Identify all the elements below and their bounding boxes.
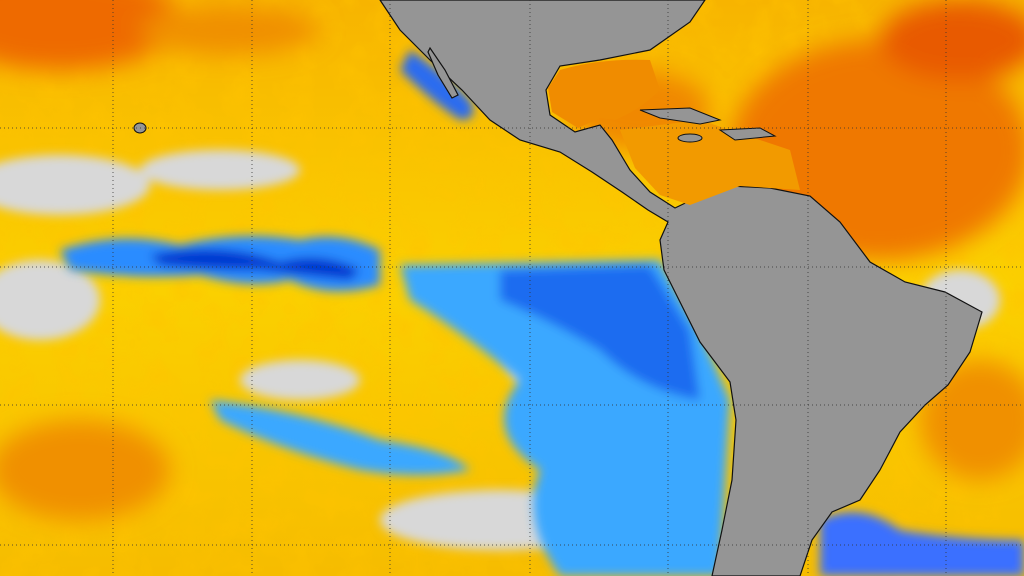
gulf-of-mexico (548, 59, 660, 128)
americas (379, 0, 983, 576)
caribbean-sea (620, 120, 800, 205)
warm-anomalies (0, 0, 1024, 520)
baja-peninsula (427, 46, 459, 99)
cold-anomalies (60, 50, 1024, 576)
islands (133, 107, 777, 143)
land (379, 0, 983, 576)
